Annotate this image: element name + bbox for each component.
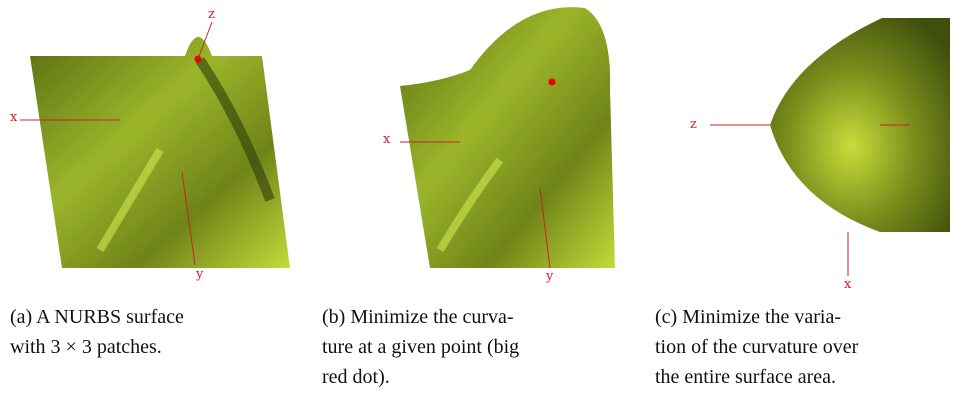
axis-label: z: [208, 7, 215, 22]
caption-c: (c) Minimize the varia- tion of the curv…: [655, 302, 858, 392]
figure-images: z x y x y z x: [0, 0, 967, 300]
caption-line: with 3 × 3 patches.: [10, 332, 184, 362]
axis-label: x: [383, 132, 391, 147]
axis-label: y: [545, 269, 554, 284]
caption-line: the entire surface area.: [655, 362, 858, 392]
axis-label: y: [195, 267, 204, 282]
caption-b: (b) Minimize the curva- ture at a given …: [322, 302, 519, 392]
caption-line: ture at a given point (big: [322, 332, 519, 362]
figure: z x y x y z x (a) A NURBS surface with 3…: [0, 0, 967, 402]
caption-line: tion of the curvature over: [655, 332, 858, 362]
caption-line: red dot).: [322, 362, 519, 392]
axis-label: x: [844, 277, 852, 292]
caption-line: (b) Minimize the curva-: [322, 302, 519, 332]
panel-b-image: x y: [383, 7, 615, 284]
axis-label: z: [690, 117, 697, 132]
panel-a-image: z x y: [10, 7, 290, 282]
caption-line: (a) A NURBS surface: [10, 302, 184, 332]
caption-a: (a) A NURBS surface with 3 × 3 patches.: [10, 302, 184, 362]
axis-label: x: [10, 110, 18, 125]
caption-line: (c) Minimize the varia-: [655, 302, 858, 332]
panel-c-image: z x: [690, 18, 950, 292]
